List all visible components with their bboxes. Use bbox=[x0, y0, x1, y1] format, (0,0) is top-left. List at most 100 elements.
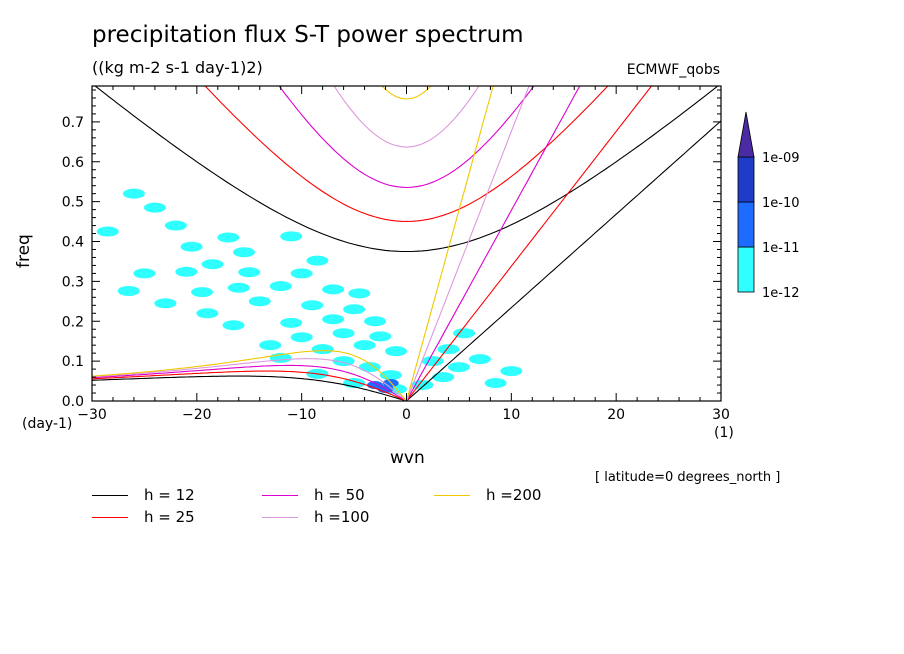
legend-item-h50: h = 50 bbox=[262, 486, 365, 504]
legend-item-h12: h = 12 bbox=[92, 486, 195, 504]
rossby-curve bbox=[92, 350, 407, 401]
dispersion-curves bbox=[92, 86, 721, 401]
axis-ticks: −30 −20 −10 0 10 20 30 0.0 0.1 0.2 0.3 0.4 0.5 0.6 0.7 bbox=[62, 86, 730, 423]
y-tick-label: 0.3 bbox=[62, 274, 84, 290]
power-blob bbox=[322, 314, 345, 325]
y-axis-unit: (day-1) bbox=[22, 416, 73, 432]
power-blob bbox=[385, 346, 408, 357]
power-blob bbox=[322, 284, 345, 295]
power-blob bbox=[301, 300, 324, 311]
rossby-curve bbox=[92, 370, 407, 401]
power-blob bbox=[311, 344, 334, 355]
x-tick-label: −20 bbox=[182, 407, 212, 423]
power-blob bbox=[96, 226, 119, 237]
legend-label: h =200 bbox=[486, 486, 542, 504]
kelvin-curve bbox=[406, 86, 653, 401]
power-blob bbox=[500, 366, 523, 377]
power-blob bbox=[447, 362, 470, 373]
gravity-wave-curve bbox=[94, 86, 719, 253]
colorbar-label: 1e-12 bbox=[762, 286, 800, 301]
y-tick-label: 0.2 bbox=[62, 314, 84, 330]
kelvin-curve bbox=[406, 120, 721, 401]
x-axis-label: wvn bbox=[390, 448, 425, 468]
y-tick-label: 0.4 bbox=[62, 235, 84, 251]
x-tick-label: 10 bbox=[502, 407, 520, 423]
chart-title: precipitation flux S-T power spectrum bbox=[92, 22, 524, 48]
power-blob bbox=[306, 255, 329, 266]
legend-item-h200: h =200 bbox=[434, 486, 541, 504]
power-blob bbox=[369, 331, 392, 342]
kelvin-curve bbox=[405, 86, 494, 401]
legend-item-h25: h = 25 bbox=[92, 508, 195, 526]
power-blob bbox=[332, 328, 355, 339]
x-tick-label: −30 bbox=[77, 407, 107, 423]
power-blob bbox=[191, 287, 214, 298]
power-blob bbox=[227, 282, 250, 293]
colorbar: 1e-12 1e-11 1e-10 1e-09 bbox=[737, 111, 800, 301]
power-blob bbox=[259, 340, 282, 351]
power-blob bbox=[196, 308, 219, 319]
colorbar-label: 1e-11 bbox=[762, 241, 800, 256]
rossby-curve bbox=[92, 358, 407, 401]
power-blob bbox=[175, 266, 198, 277]
power-blob bbox=[133, 268, 156, 279]
legend-label: h =100 bbox=[314, 508, 370, 526]
power-blob bbox=[364, 316, 387, 327]
power-contours bbox=[96, 188, 523, 395]
gravity-wave-curve bbox=[333, 86, 480, 148]
power-blob bbox=[180, 241, 203, 252]
rossby-curve bbox=[92, 375, 407, 401]
y-axis-label: freq bbox=[14, 234, 34, 268]
power-blob bbox=[248, 296, 271, 307]
legend-label: h = 25 bbox=[144, 508, 195, 526]
power-blob bbox=[280, 231, 303, 242]
power-blob bbox=[290, 332, 313, 343]
colorbar-label: 1e-09 bbox=[762, 151, 800, 166]
power-blob bbox=[143, 202, 166, 213]
x-axis-unit: (1) bbox=[714, 425, 734, 441]
power-blob bbox=[122, 188, 145, 199]
power-blob bbox=[201, 259, 224, 270]
x-tick-label: 20 bbox=[607, 407, 625, 423]
colorbar-segment bbox=[737, 201, 755, 248]
power-blob bbox=[343, 304, 366, 315]
power-blob bbox=[432, 372, 455, 383]
chart-units: ((kg m-2 s-1 day-1)2) bbox=[92, 58, 263, 77]
power-blob bbox=[348, 288, 371, 299]
colorbar-segment bbox=[737, 156, 755, 203]
x-tick-label: 30 bbox=[712, 407, 730, 423]
y-tick-label: 0.1 bbox=[62, 354, 84, 370]
y-tick-label: 0.0 bbox=[62, 394, 84, 410]
power-blob bbox=[154, 298, 177, 309]
power-blob bbox=[353, 340, 376, 351]
power-blob bbox=[358, 362, 381, 373]
power-blob bbox=[233, 247, 256, 258]
legend-label: h = 50 bbox=[314, 486, 365, 504]
latitude-note: [ latitude=0 degrees_north ] bbox=[595, 470, 781, 485]
power-blob bbox=[217, 232, 240, 243]
power-blob bbox=[269, 281, 292, 292]
colorbar-extension bbox=[737, 111, 755, 158]
power-blob bbox=[453, 328, 476, 339]
y-tick-label: 0.7 bbox=[62, 115, 84, 131]
gravity-wave-curve bbox=[381, 86, 432, 100]
legend-swatch bbox=[434, 494, 470, 496]
gravity-wave-curve bbox=[204, 86, 609, 222]
legend-item-h100: h =100 bbox=[262, 508, 369, 526]
legend: h = 12 h = 25 h = 50 h =100 h =200 bbox=[92, 486, 652, 530]
rossby-curve bbox=[92, 364, 407, 401]
power-blob bbox=[280, 317, 303, 328]
y-tick-label: 0.6 bbox=[62, 155, 84, 171]
power-blob bbox=[117, 285, 140, 296]
power-blob bbox=[468, 354, 491, 365]
power-blob bbox=[290, 268, 313, 279]
power-blob bbox=[164, 220, 187, 231]
colorbar-segment bbox=[737, 246, 755, 293]
legend-label: h = 12 bbox=[144, 486, 195, 504]
power-blob bbox=[484, 378, 507, 389]
kelvin-curve bbox=[405, 86, 530, 401]
kelvin-curve bbox=[406, 86, 581, 401]
legend-swatch bbox=[262, 516, 298, 518]
power-blob bbox=[238, 267, 261, 278]
